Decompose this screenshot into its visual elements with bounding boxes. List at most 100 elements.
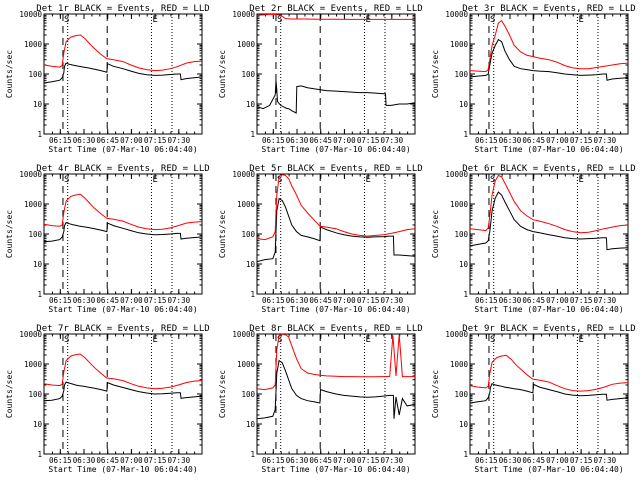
x-tick-label: 06:30 bbox=[286, 136, 309, 145]
series-events-line bbox=[257, 359, 415, 420]
x-tick-label: 07:15 bbox=[144, 136, 167, 145]
x-tick-label: 07:00 bbox=[546, 456, 569, 465]
y-tick-label: 10000 bbox=[445, 330, 468, 339]
y-tick-label: 10 bbox=[246, 260, 256, 269]
x-tick-label: 07:15 bbox=[570, 136, 593, 145]
y-tick-label: 10000 bbox=[19, 330, 42, 339]
y-axis-label: Counts/sec bbox=[5, 210, 14, 258]
x-tick-label: 06:15 bbox=[475, 296, 498, 305]
x-tick-label: 07:30 bbox=[168, 136, 191, 145]
y-axis-label: Counts/sec bbox=[218, 370, 227, 418]
x-axis-label: Start Time (07-Mar-10 06:04:40) bbox=[261, 305, 410, 314]
series-events-line bbox=[44, 221, 202, 243]
y-tick-label: 1000 bbox=[450, 40, 469, 49]
y-tick-label: 1000 bbox=[237, 200, 256, 209]
x-tick-label: 06:45 bbox=[309, 296, 332, 305]
series-lld-line bbox=[257, 14, 415, 20]
y-axis-label: Counts/sec bbox=[218, 50, 227, 98]
y-tick-label: 10 bbox=[33, 420, 43, 429]
x-tick-label: 07:00 bbox=[120, 136, 143, 145]
x-tick-label: 06:30 bbox=[499, 296, 522, 305]
y-tick-label: 1 bbox=[250, 130, 255, 139]
x-axis-label: Start Time (07-Mar-10 06:04:40) bbox=[474, 305, 623, 314]
end-marker: E bbox=[365, 175, 370, 185]
series-lld-line bbox=[470, 354, 628, 392]
y-tick-label: 10000 bbox=[232, 330, 255, 339]
end-marker: E bbox=[578, 335, 583, 345]
panel-det-8: Det 8r BLACK = Events, RED = LLD 1 10 100 10… bbox=[218, 324, 423, 474]
y-tick-label: 1000 bbox=[24, 200, 43, 209]
start-marker: S bbox=[277, 335, 282, 345]
panel-det-1: Det 1r BLACK = Events, RED = LLD 1 10 100 10… bbox=[5, 4, 210, 154]
y-axis-label: Counts/sec bbox=[5, 370, 14, 418]
x-tick-label: 06:15 bbox=[475, 136, 498, 145]
y-tick-label: 10000 bbox=[232, 10, 255, 19]
end-marker: E bbox=[578, 15, 583, 25]
y-tick-label: 1 bbox=[37, 450, 42, 459]
x-tick-label: 07:00 bbox=[120, 296, 143, 305]
start-marker: S bbox=[64, 335, 69, 345]
start-marker: S bbox=[64, 15, 69, 25]
y-tick-label: 1 bbox=[463, 130, 468, 139]
y-axis-label: Counts/sec bbox=[218, 210, 227, 258]
panel-title: Det 7r BLACK = Events, RED = LLD bbox=[36, 324, 209, 334]
panel-title: Det 5r BLACK = Events, RED = LLD bbox=[249, 164, 422, 174]
x-axis-label: Start Time (07-Mar-10 06:04:40) bbox=[261, 145, 410, 154]
x-tick-label: 07:00 bbox=[333, 296, 356, 305]
panel-det-9: Det 9r BLACK = Events, RED = LLD 1 10 100 10… bbox=[431, 324, 636, 474]
end-marker: E bbox=[152, 335, 157, 345]
end-marker: E bbox=[578, 175, 583, 185]
series-lld-line bbox=[44, 353, 202, 390]
x-tick-label: 06:30 bbox=[73, 296, 96, 305]
x-tick-label: 07:15 bbox=[570, 296, 593, 305]
y-tick-label: 10000 bbox=[232, 170, 255, 179]
x-tick-label: 07:15 bbox=[357, 136, 380, 145]
y-tick-label: 100 bbox=[241, 230, 255, 239]
panel-title: Det 6r BLACK = Events, RED = LLD bbox=[462, 164, 635, 174]
x-axis-label: Start Time (07-Mar-10 06:04:40) bbox=[48, 465, 197, 474]
y-tick-label: 100 bbox=[28, 70, 42, 79]
panel-title: Det 1r BLACK = Events, RED = LLD bbox=[36, 4, 209, 14]
x-tick-label: 06:45 bbox=[96, 456, 119, 465]
y-tick-label: 10 bbox=[246, 420, 256, 429]
x-tick-label: 07:15 bbox=[144, 296, 167, 305]
x-tick-label: 07:30 bbox=[381, 456, 404, 465]
end-marker: E bbox=[152, 175, 157, 185]
y-tick-label: 1000 bbox=[24, 360, 43, 369]
y-tick-label: 10000 bbox=[19, 10, 42, 19]
start-marker: S bbox=[490, 335, 495, 345]
y-tick-label: 10 bbox=[33, 100, 43, 109]
panel-det-5: Det 5r BLACK = Events, RED = LLD 1 10 100 10… bbox=[218, 164, 423, 314]
panel-det-3: Det 3r BLACK = Events, RED = LLD 1 10 100 10… bbox=[431, 4, 636, 154]
y-tick-label: 1 bbox=[463, 290, 468, 299]
y-tick-label: 10000 bbox=[19, 170, 42, 179]
y-tick-label: 100 bbox=[241, 390, 255, 399]
y-tick-label: 10000 bbox=[445, 10, 468, 19]
x-tick-label: 07:30 bbox=[594, 456, 617, 465]
y-tick-label: 1000 bbox=[24, 40, 43, 49]
end-marker: E bbox=[152, 15, 157, 25]
y-tick-label: 1 bbox=[463, 450, 468, 459]
start-marker: S bbox=[277, 175, 282, 185]
x-tick-label: 06:30 bbox=[286, 296, 309, 305]
x-tick-label: 07:30 bbox=[594, 136, 617, 145]
panel-title: Det 4r BLACK = Events, RED = LLD bbox=[36, 164, 209, 174]
x-tick-label: 06:45 bbox=[522, 136, 545, 145]
y-tick-label: 1000 bbox=[450, 360, 469, 369]
series-lld-line bbox=[44, 193, 202, 231]
x-tick-label: 06:30 bbox=[73, 456, 96, 465]
x-axis-label: Start Time (07-Mar-10 06:04:40) bbox=[474, 145, 623, 154]
series-events-line bbox=[470, 38, 628, 81]
series-events-line bbox=[470, 383, 628, 404]
x-tick-label: 07:15 bbox=[570, 456, 593, 465]
x-tick-label: 07:15 bbox=[357, 296, 380, 305]
x-tick-label: 07:30 bbox=[168, 296, 191, 305]
x-tick-label: 06:15 bbox=[49, 136, 72, 145]
y-tick-label: 10 bbox=[33, 260, 43, 269]
x-tick-label: 06:15 bbox=[262, 296, 285, 305]
start-marker: S bbox=[277, 15, 282, 25]
x-tick-label: 06:45 bbox=[522, 456, 545, 465]
x-tick-label: 07:30 bbox=[381, 136, 404, 145]
x-tick-label: 06:30 bbox=[499, 456, 522, 465]
